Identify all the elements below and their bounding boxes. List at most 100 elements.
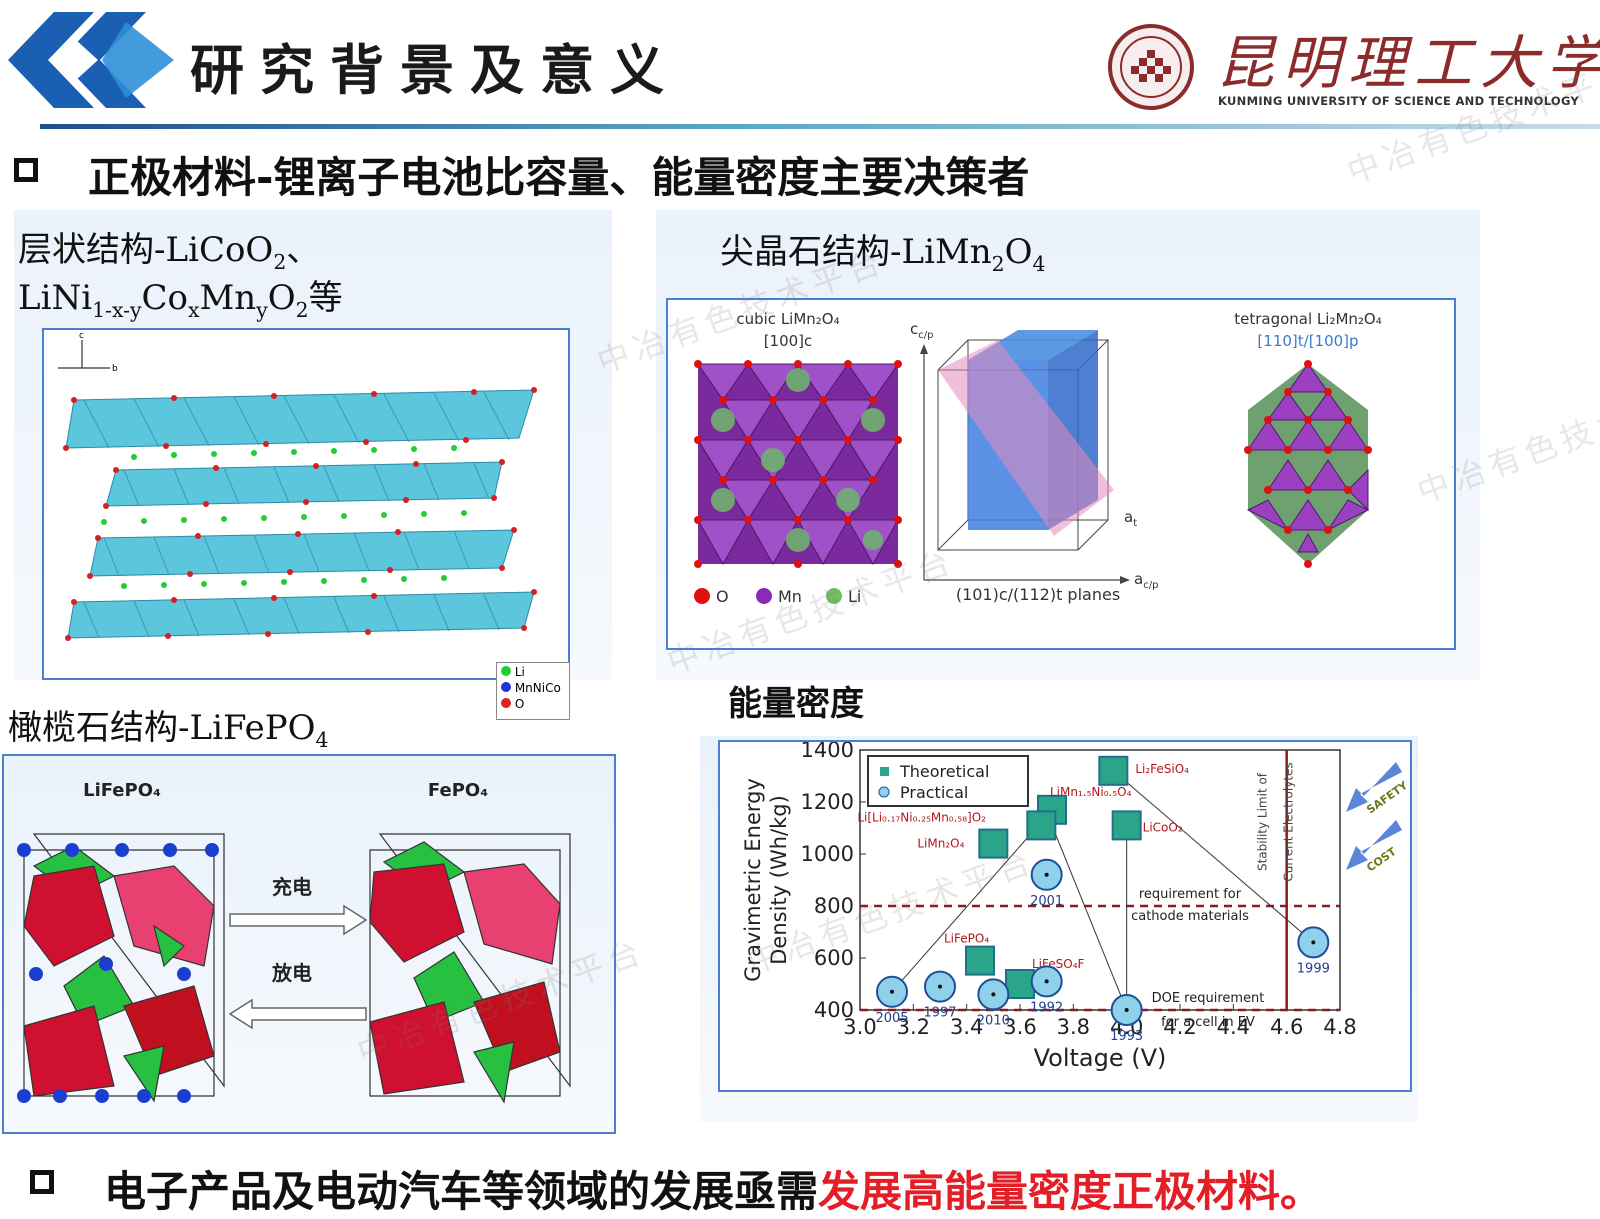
- pressure-label: SAFETY: [1364, 778, 1410, 816]
- fepo4-title: FePO₄: [428, 780, 488, 801]
- charge-arrow-icon: [229, 904, 368, 936]
- chart-legend: Theoretical Practical: [867, 755, 1029, 807]
- pressure-label: COST: [1364, 845, 1399, 875]
- theoretical-point: [978, 828, 1009, 859]
- x-tick-label: 4.8: [1323, 1015, 1356, 1039]
- connector-line: [1051, 825, 1128, 1011]
- doe-label-2: for a cell in EV: [1161, 1015, 1255, 1030]
- theoretical-point-label: Li₂FeSiO₄: [1135, 762, 1189, 776]
- x-tick-label: 3.0: [843, 1015, 876, 1039]
- layered-legend: Li MnNiCo O: [496, 662, 570, 720]
- spinel-structure-frame: cubic LiMn₂O₄ [100]c: [666, 298, 1456, 650]
- practical-point-dot: [1311, 940, 1316, 945]
- olivine-frame: LiFePO₄ FePO₄ 充电 放电: [2, 754, 616, 1134]
- practical-point-label: 1992: [1030, 1000, 1063, 1015]
- theoretical-point: [1098, 755, 1129, 786]
- lifepo4-crystal: [23, 833, 225, 1103]
- planes-label: (101)c/(112)t planes: [956, 585, 1120, 604]
- university-name: 昆明理工大学: [1216, 29, 1600, 97]
- axis-a-cp-label: ac/p: [1134, 570, 1158, 591]
- octahedral-layer-2: [105, 461, 503, 507]
- theoretical-point-label: Li[Li₀.₁₇Ni₀.₂₅Mn₀.₅₈]O₂: [857, 810, 986, 824]
- theoretical-point-label: LiCoO₂: [1143, 820, 1183, 834]
- energy-density-chart: 3.0 3.2 3.4 3.6 3.8 4.0 4.2 4.4 4.6 4.84006008001…: [741, 742, 1410, 1072]
- legend-o: O: [716, 587, 729, 606]
- discharge-label: 放电: [271, 961, 312, 985]
- spinel-structure-image: cubic LiMn₂O₄ [100]c: [694, 310, 1382, 606]
- connector-line: [891, 809, 1053, 993]
- legend-practical-marker: [878, 786, 890, 798]
- olivine-structure-image: LiFePO₄ FePO₄ 充电 放电: [17, 780, 571, 1104]
- axis-c-label: c: [79, 331, 84, 341]
- theoretical-point-label: LiMn₂O₄: [917, 837, 964, 851]
- pressure-arrow-icon: [1346, 762, 1402, 812]
- y-tick-label: 800: [814, 894, 854, 918]
- university-english-name: KUNMING UNIVERSITY OF SCIENCE AND TECHNO…: [1218, 94, 1580, 108]
- octahedral-layer-3: [89, 529, 515, 577]
- x-axis-label: Voltage (V): [1034, 1044, 1167, 1072]
- charge-label: 充电: [272, 875, 312, 899]
- theoretical-point-label: LiMn₁.₅Ni₀.₅O₄: [1050, 785, 1132, 799]
- bullet-square-icon: [30, 1170, 54, 1194]
- lifepo4-title: LiFePO₄: [83, 780, 161, 801]
- university-seal-icon: [1108, 24, 1194, 110]
- practical-point-label: 1993: [1110, 1029, 1143, 1044]
- cubic-crystal: [694, 360, 902, 568]
- spinel-label: 尖晶石结构-LiMn2O4: [720, 232, 1046, 276]
- legend-mn: Mn: [778, 587, 802, 606]
- energy-density-label: 能量密度: [728, 684, 864, 724]
- practical-point-dot: [1124, 1008, 1129, 1012]
- practical-point-dot: [991, 992, 996, 997]
- x-tick-label: 4.2: [1163, 1015, 1196, 1039]
- stability-label-2: Current Electrolytes: [1282, 762, 1296, 881]
- practical-point-label: 2005: [875, 1011, 908, 1026]
- chart-axes: 3.0 3.2 3.4 3.6 3.8 4.0 4.2 4.4 4.6 4.84006008001…: [741, 742, 1357, 1072]
- x-tick-label: 4.6: [1270, 1015, 1303, 1039]
- octahedral-layer-4: [67, 591, 535, 639]
- y-tick-label: 600: [814, 946, 854, 970]
- y-tick-label: 1200: [801, 790, 854, 814]
- theoretical-point: [1026, 810, 1057, 841]
- tetragonal-crystal: [1244, 360, 1372, 568]
- x-tick-label: 4.4: [1217, 1015, 1250, 1039]
- cubic-direction: [100]c: [764, 332, 813, 350]
- theoretical-point: [1111, 810, 1142, 841]
- layered-label-line1: 层状结构-LiCoO2、: [18, 230, 321, 274]
- heading-bottom-prefix: 电子产品及电动汽车等领域的发展亟需: [104, 1167, 819, 1216]
- tetragonal-direction: [110]t/[100]p: [1257, 332, 1358, 350]
- axis-b-label: b: [112, 364, 118, 374]
- legend-theoretical-marker: [880, 767, 889, 776]
- spinel-legend: O Mn Li: [694, 587, 861, 606]
- x-tick-label: 3.2: [897, 1015, 930, 1039]
- olivine-label: 橄榄石结构-LiFePO4: [8, 708, 329, 752]
- header-divider: [40, 124, 1600, 129]
- practical-point-dot: [938, 984, 942, 989]
- practical-point-dot: [1044, 979, 1049, 984]
- practical-point-dot: [1044, 872, 1049, 877]
- legend-li: Li: [848, 587, 861, 606]
- x-tick-label: 3.4: [950, 1015, 983, 1039]
- layered-structure-frame: c b: [42, 328, 570, 680]
- layered-structure-image: c b: [58, 331, 537, 641]
- layered-label-line2: LiNi1-x-yCoxMnyO2等: [18, 278, 343, 322]
- cathode-requirement-label-2: cathode materials: [1131, 909, 1249, 924]
- heading-top: 正极材料-锂离子电池比容量、能量密度主要决策者: [88, 153, 1030, 202]
- discharge-arrow-icon: [228, 998, 367, 1030]
- theoretical-point-label: LiFePO₄: [944, 932, 989, 946]
- chart-annotations: requirement for cathode materials DOE requ…: [860, 750, 1410, 1030]
- tetragonal-title: tetragonal Li₂Mn₂O₄: [1234, 310, 1382, 328]
- practical-point-label: 1999: [1297, 961, 1330, 976]
- practical-point-label: 2001: [1030, 894, 1063, 909]
- heading-bottom-emphasis: 发展高能量密度正极材料。: [818, 1167, 1323, 1216]
- connector-line: [1113, 770, 1314, 943]
- y-tick-label: 400: [814, 998, 854, 1022]
- axis-indicator: [58, 340, 110, 369]
- pressure-arrow-icon: [1346, 820, 1402, 870]
- practical-point-label: 2010: [977, 1013, 1010, 1028]
- theoretical-point: [1005, 969, 1035, 999]
- cubic-title: cubic LiMn₂O₄: [736, 310, 839, 328]
- cathode-requirement-label: requirement for: [1139, 887, 1242, 902]
- y-axis-label: Gravimetric EnergyDensity (Wh/kg): [741, 778, 791, 982]
- bullet-square-icon: [14, 158, 38, 182]
